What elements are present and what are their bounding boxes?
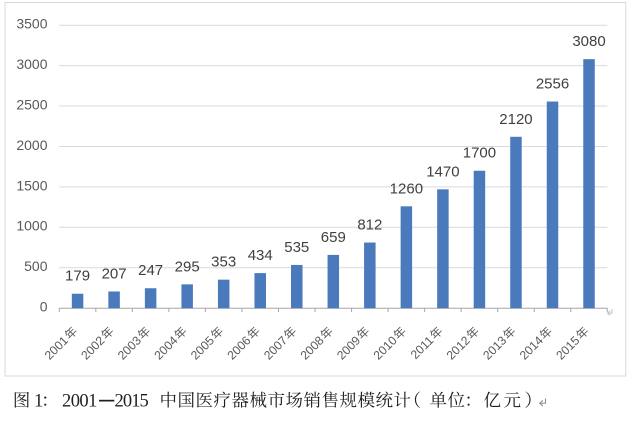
svg-text:500: 500 (24, 258, 48, 274)
svg-text:1000: 1000 (16, 218, 47, 234)
svg-text:812: 812 (357, 217, 382, 234)
svg-text:2000: 2000 (16, 137, 47, 153)
svg-text:2556: 2556 (536, 76, 569, 93)
svg-text:3500: 3500 (16, 16, 47, 32)
svg-text:2015: 2015 (115, 391, 149, 411)
svg-text:535: 535 (284, 239, 309, 256)
svg-text:1260: 1260 (390, 180, 423, 197)
svg-text:3080: 3080 (572, 33, 605, 50)
svg-text:1500: 1500 (16, 177, 47, 193)
svg-text:2500: 2500 (16, 96, 47, 112)
svg-text:1470: 1470 (426, 163, 459, 180)
svg-text:3000: 3000 (16, 56, 47, 72)
svg-text:207: 207 (102, 265, 127, 282)
svg-text:1: 1 (34, 391, 43, 411)
svg-text:295: 295 (175, 258, 200, 275)
svg-text:0: 0 (40, 299, 48, 315)
svg-text:353: 353 (211, 254, 236, 271)
svg-text:659: 659 (321, 229, 346, 246)
svg-text:247: 247 (138, 262, 163, 279)
svg-text:434: 434 (248, 247, 273, 264)
svg-text:2001: 2001 (62, 391, 97, 411)
svg-text:179: 179 (65, 268, 90, 285)
svg-text:2120: 2120 (499, 111, 532, 128)
svg-text:1700: 1700 (463, 145, 496, 162)
